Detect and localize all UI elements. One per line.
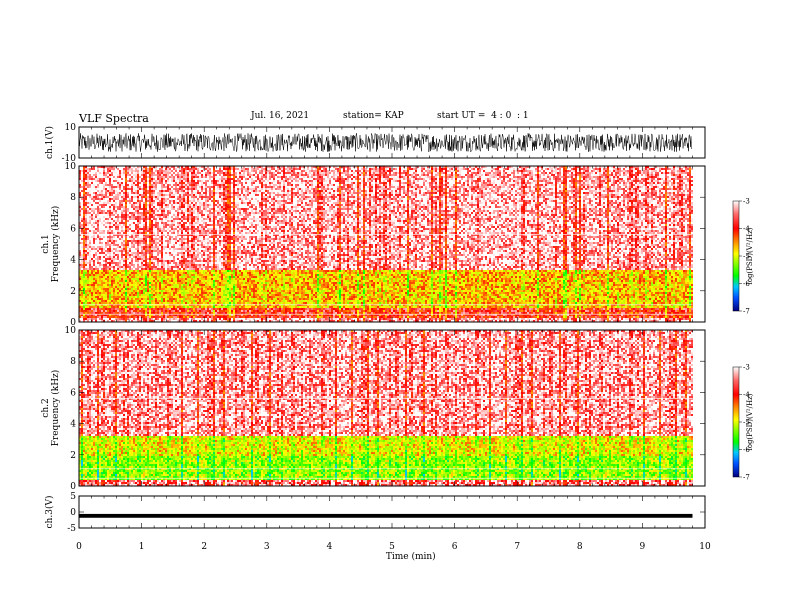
- ch3-waveform-band: [79, 514, 692, 518]
- ch2-spectrogram-y-tick-6: 6: [70, 388, 76, 398]
- ch1-waveform-y-tick-10: 10: [65, 123, 77, 133]
- x-tick-label-10: 10: [699, 542, 711, 552]
- ch1-waveform-ylabel: ch.1(V): [44, 126, 55, 159]
- ch1-spectrogram-y-tick-2: 2: [70, 287, 76, 297]
- ch1-waveform-line: [79, 133, 692, 152]
- ch2-spectrogram-colorbar-tick--3: -3: [743, 364, 750, 372]
- x-tick-label-6: 6: [452, 542, 458, 552]
- ch2-spectrogram-y-tick-4: 4: [70, 420, 76, 430]
- x-tick-label-3: 3: [264, 542, 270, 552]
- x-axis-label: Time (min): [386, 551, 436, 562]
- ch2-spectrogram-cells: [79, 330, 693, 486]
- x-tick-label-5: 5: [389, 542, 395, 552]
- ch1-spectrogram-colorbar: [733, 201, 739, 311]
- ch2-spectrogram-y-tick-0: 0: [70, 482, 76, 492]
- ch2-spectrogram-colorbar-tick--7: -7: [743, 474, 750, 482]
- ch3-waveform-y-tick-5: 5: [70, 492, 76, 502]
- ch2-spectrogram-ylabel-freq: Frequency (kHz): [50, 370, 61, 447]
- ch1-spectrogram-colorbar-tick--7: -7: [743, 308, 750, 316]
- ch2-spectrogram-ylabel-channel: ch.2: [41, 398, 51, 417]
- ch1-spectrogram-y-tick-8: 8: [70, 193, 76, 203]
- vlf-spectra-figure: 0 1 2 3 4 5 6 7 8 9 10Time (min)10-100246810024681…: [0, 0, 792, 612]
- x-tick-label-0: 0: [76, 542, 82, 552]
- x-tick-label-9: 9: [640, 542, 646, 552]
- x-tick-label-2: 2: [201, 542, 207, 552]
- ch2-spectrogram-y-tick-10: 10: [65, 326, 77, 336]
- ch2-spectrogram-colorbar-label: log(PSD)(V²/Hz): [746, 393, 754, 450]
- ch3-waveform-y-tick--5: -5: [67, 524, 76, 534]
- ch1-spectrogram-y-tick-4: 4: [70, 256, 76, 266]
- x-tick-label-1: 1: [139, 542, 145, 552]
- ch2-spectrogram-y-tick-8: 8: [70, 357, 76, 367]
- ch1-spectrogram-y-tick-10: 10: [65, 162, 77, 172]
- ch1-spectrogram-colorbar-label: log(PSD)(V²/Hz): [746, 227, 754, 284]
- ch1-spectrogram-cells: [79, 166, 693, 322]
- ch2-spectrogram-colorbar: [733, 367, 739, 477]
- ch1-spectrogram-ylabel-freq: Frequency (kHz): [50, 206, 61, 283]
- ch3-waveform-ylabel: ch.3(V): [44, 496, 55, 529]
- ch1-spectrogram-y-tick-6: 6: [70, 224, 76, 234]
- ch3-waveform-y-tick-0: 0: [70, 508, 76, 518]
- ch2-spectrogram-y-tick-2: 2: [70, 451, 76, 461]
- x-tick-label-8: 8: [577, 542, 583, 552]
- x-tick-label-7: 7: [514, 542, 520, 552]
- ch1-spectrogram-ylabel-channel: ch.1: [41, 234, 51, 253]
- x-tick-label-4: 4: [327, 542, 333, 552]
- ch1-spectrogram-colorbar-tick--3: -3: [743, 198, 750, 206]
